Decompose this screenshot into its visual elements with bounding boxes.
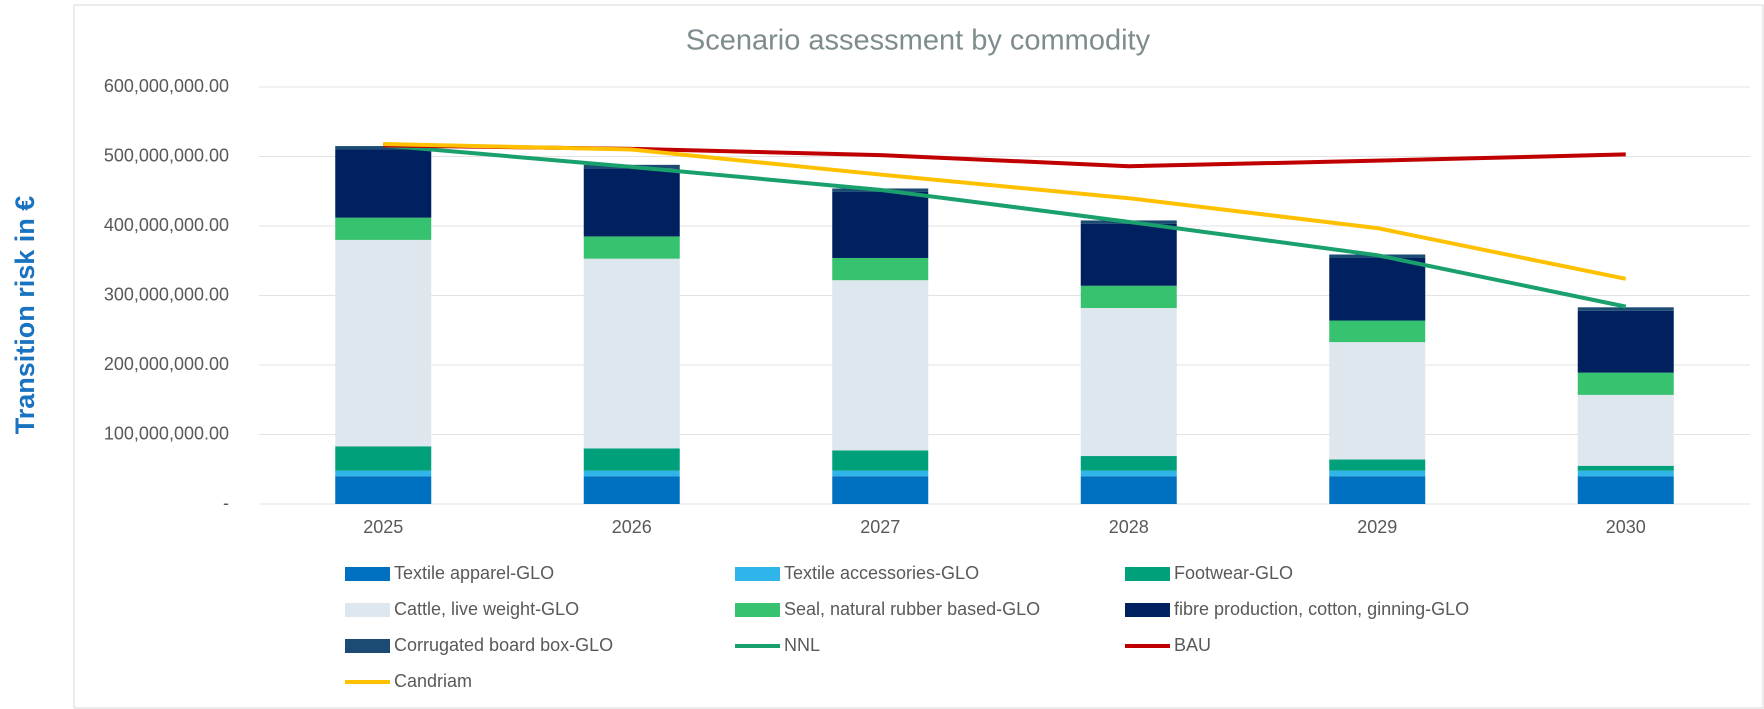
bar-segment bbox=[1577, 372, 1674, 395]
legend-label: BAU bbox=[1174, 635, 1211, 655]
bar-segment bbox=[335, 149, 432, 218]
y-axis-label: Transition risk in € bbox=[10, 196, 40, 435]
bar-segment bbox=[1577, 476, 1674, 504]
bar-segment bbox=[583, 448, 680, 471]
bar-segment bbox=[1329, 459, 1426, 471]
bar-segment bbox=[583, 168, 680, 237]
bar-segment bbox=[832, 450, 929, 471]
y-tick-label: 200,000,000.00 bbox=[104, 354, 229, 374]
bar-segment bbox=[832, 280, 929, 451]
legend-swatch bbox=[1125, 603, 1170, 617]
x-tick-label: 2025 bbox=[363, 517, 403, 537]
legend-swatch bbox=[735, 603, 780, 617]
bar-segment bbox=[832, 257, 929, 281]
bar-segment bbox=[335, 146, 432, 150]
bar-segment bbox=[1080, 285, 1177, 309]
bar-segment bbox=[1329, 257, 1426, 321]
bar-segment bbox=[832, 191, 929, 258]
legend-label: Cattle, live weight-GLO bbox=[394, 599, 579, 619]
bar-segment bbox=[1577, 310, 1674, 373]
bar-segment bbox=[1329, 470, 1426, 477]
bar-segment bbox=[335, 217, 432, 240]
y-tick-label: 600,000,000.00 bbox=[104, 76, 229, 96]
bar-segment bbox=[1080, 476, 1177, 504]
legend-swatch bbox=[1125, 567, 1170, 581]
y-tick-label: 300,000,000.00 bbox=[104, 284, 229, 304]
legend-label: Footwear-GLO bbox=[1174, 563, 1293, 583]
bar-segment bbox=[832, 476, 929, 504]
bar-segment bbox=[1080, 223, 1177, 286]
x-tick-label: 2026 bbox=[612, 517, 652, 537]
legend-label: NNL bbox=[784, 635, 820, 655]
y-tick-label: 100,000,000.00 bbox=[104, 423, 229, 443]
bar-segment bbox=[1329, 476, 1426, 504]
x-tick-label: 2027 bbox=[860, 517, 900, 537]
bar-segment bbox=[583, 236, 680, 259]
bar-segment bbox=[1329, 342, 1426, 460]
bar-segment bbox=[583, 258, 680, 449]
x-tick-label: 2028 bbox=[1109, 517, 1149, 537]
bar-segment bbox=[832, 470, 929, 477]
bar-segment bbox=[1577, 465, 1674, 471]
bar-segment bbox=[1080, 470, 1177, 477]
legend-label: Seal, natural rubber based-GLO bbox=[784, 599, 1040, 619]
bar-segment bbox=[335, 239, 432, 447]
bar-segment bbox=[1329, 320, 1426, 343]
bar-segment bbox=[1577, 470, 1674, 477]
y-tick-label: - bbox=[223, 493, 229, 513]
legend-label: Corrugated board box-GLO bbox=[394, 635, 613, 655]
bar-segment bbox=[335, 476, 432, 504]
legend-swatch bbox=[345, 567, 390, 581]
x-tick-label: 2029 bbox=[1357, 517, 1397, 537]
bar-segment bbox=[1080, 308, 1177, 457]
x-tick-label: 2030 bbox=[1606, 517, 1646, 537]
chart-title: Scenario assessment by commodity bbox=[686, 25, 1151, 57]
y-tick-label: 400,000,000.00 bbox=[104, 215, 229, 235]
bar-segment bbox=[583, 476, 680, 504]
legend-label: Textile apparel-GLO bbox=[394, 563, 554, 583]
legend-label: Textile accessories-GLO bbox=[784, 563, 979, 583]
bar-segment bbox=[1577, 394, 1674, 466]
legend-label: fibre production, cotton, ginning-GLO bbox=[1174, 599, 1469, 619]
y-tick-label: 500,000,000.00 bbox=[104, 145, 229, 165]
line-series bbox=[383, 143, 1627, 309]
legend-swatch bbox=[345, 639, 390, 653]
bar-segment bbox=[1577, 307, 1674, 311]
legend-swatch bbox=[735, 567, 780, 581]
legend-swatch bbox=[345, 603, 390, 617]
chart-frame bbox=[73, 4, 1764, 709]
bar-segment bbox=[335, 446, 432, 471]
bar-segment bbox=[335, 470, 432, 477]
bar-segment bbox=[1080, 456, 1177, 471]
bar-segment bbox=[583, 470, 680, 477]
legend-label: Candriam bbox=[394, 671, 472, 691]
line-series bbox=[383, 141, 1627, 281]
